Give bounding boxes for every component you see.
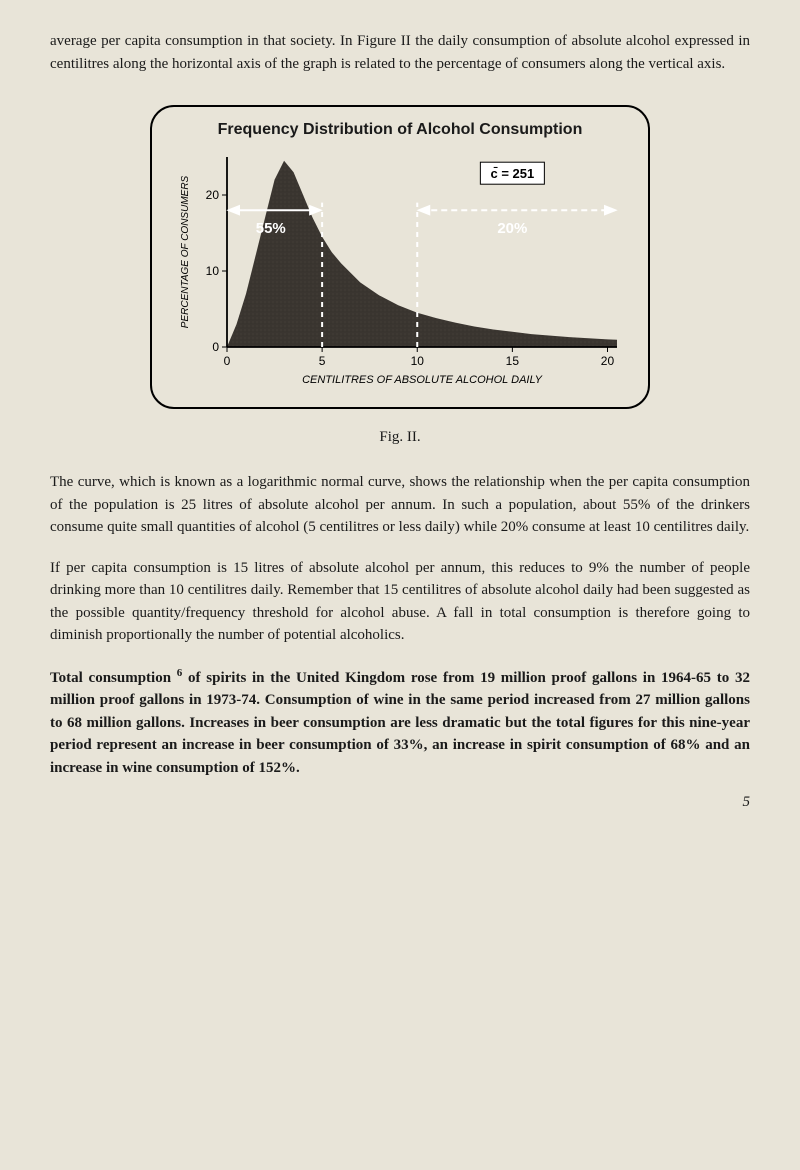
svg-text:20: 20 — [206, 188, 220, 202]
svg-text:CENTILITRES OF ABSOLUTE ALCOHO: CENTILITRES OF ABSOLUTE ALCOHOL DAILY — [302, 374, 542, 386]
paragraph-3: If per capita consumption is 15 litres o… — [50, 557, 750, 647]
svg-text:0: 0 — [224, 354, 231, 368]
svg-text:5: 5 — [319, 354, 326, 368]
svg-text:PERCENTAGE OF CONSUMERS: PERCENTAGE OF CONSUMERS — [180, 175, 191, 328]
para4-pre: Total consumption — [50, 670, 177, 686]
svg-text:0: 0 — [212, 340, 219, 354]
intro-paragraph: average per capita consumption in that s… — [50, 30, 750, 75]
figure-title: Frequency Distribution of Alcohol Consum… — [172, 121, 628, 139]
page-number: 5 — [50, 794, 750, 811]
svg-text:10: 10 — [411, 354, 425, 368]
svg-text:c̄ = 251: c̄ = 251 — [490, 166, 534, 181]
paragraph-4: Total consumption 6 of spirits in the Un… — [50, 665, 750, 780]
svg-text:55%: 55% — [256, 220, 286, 237]
svg-text:15: 15 — [506, 354, 520, 368]
svg-text:10: 10 — [206, 264, 220, 278]
figure-caption: Fig. II. — [50, 429, 750, 446]
distribution-chart: c̄ = 251 0 5 10 15 20 0 10 20 PERCENTAGE OF CO… — [172, 149, 627, 389]
figure-frame: Frequency Distribution of Alcohol Consum… — [150, 105, 650, 409]
svg-text:20%: 20% — [497, 220, 527, 237]
svg-text:20: 20 — [601, 354, 615, 368]
chart-area: c̄ = 251 0 5 10 15 20 0 10 20 PERCENTAGE OF CO… — [172, 149, 628, 389]
paragraph-2: The curve, which is known as a logarithm… — [50, 471, 750, 539]
